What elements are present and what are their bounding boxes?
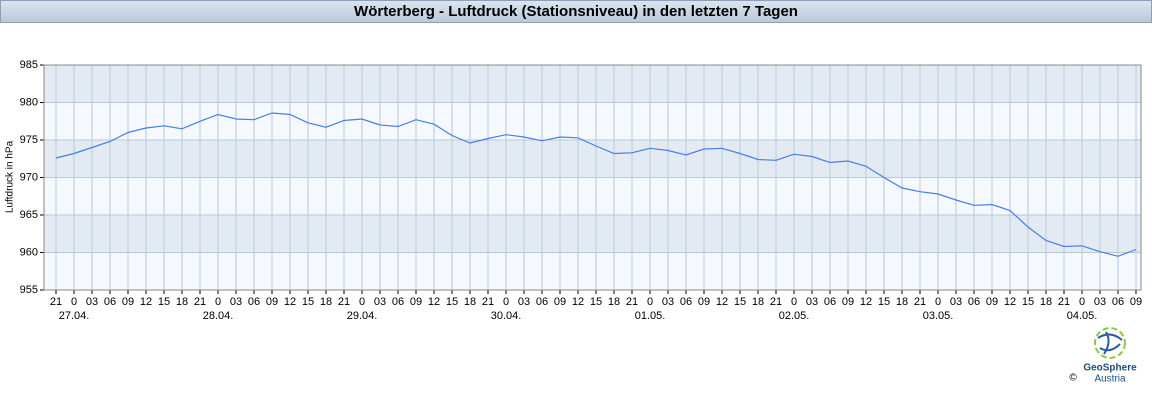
date-label: 02.05. <box>779 310 810 322</box>
x-tick-label: 15 <box>1022 296 1034 308</box>
logo-sub: Austria <box>1094 374 1126 385</box>
grid-band <box>44 102 1141 140</box>
x-tick-label: 12 <box>716 296 728 308</box>
y-axis-label: Luftdruck in hPa <box>5 140 16 213</box>
x-tick-label: 06 <box>968 296 980 308</box>
x-tick-label: 0 <box>359 296 365 308</box>
x-tick-label: 0 <box>503 296 509 308</box>
x-tick-label: 15 <box>734 296 746 308</box>
x-tick-label: 0 <box>791 296 797 308</box>
x-tick-label: 18 <box>464 296 476 308</box>
x-tick-label: 03 <box>518 296 530 308</box>
x-tick-label: 03 <box>1094 296 1106 308</box>
plot-frame <box>43 64 1142 291</box>
grid-band <box>44 215 1141 253</box>
x-tick-label: 09 <box>698 296 710 308</box>
x-tick-label: 09 <box>266 296 278 308</box>
date-label: 28.04. <box>203 310 234 322</box>
x-tick-label: 12 <box>428 296 440 308</box>
date-label: 30.04. <box>491 310 522 322</box>
x-tick-label: 12 <box>1004 296 1016 308</box>
x-tick-label: 21 <box>194 296 206 308</box>
x-tick-label: 18 <box>896 296 908 308</box>
logo-icon <box>1094 327 1126 359</box>
y-tick-label: 965 <box>20 209 38 221</box>
grid-band <box>44 65 1141 103</box>
copyright: © <box>1069 373 1077 384</box>
y-tick-label: 955 <box>20 284 38 296</box>
logo-icon <box>1097 331 1123 355</box>
y-tick-label: 960 <box>20 246 38 258</box>
x-tick-label: 18 <box>752 296 764 308</box>
x-tick-label: 18 <box>176 296 188 308</box>
x-tick-label: 12 <box>860 296 872 308</box>
x-tick-label: 03 <box>950 296 962 308</box>
x-tick-label: 21 <box>914 296 926 308</box>
x-tick-label: 06 <box>104 296 116 308</box>
x-tick-label: 03 <box>230 296 242 308</box>
x-tick-label: 0 <box>71 296 77 308</box>
date-label: 03.05. <box>923 310 954 322</box>
y-tick-label: 970 <box>20 171 38 183</box>
x-tick-label: 06 <box>248 296 260 308</box>
x-tick-label: 06 <box>824 296 836 308</box>
x-tick-label: 18 <box>320 296 332 308</box>
x-tick-label: 12 <box>284 296 296 308</box>
chart-title: Wörterberg - Luftdruck (Stationsniveau) … <box>354 3 798 20</box>
x-tick-label: 21 <box>338 296 350 308</box>
x-tick-label: 09 <box>842 296 854 308</box>
x-tick-label: 15 <box>878 296 890 308</box>
x-tick-label: 09 <box>986 296 998 308</box>
x-tick-label: 15 <box>158 296 170 308</box>
line <box>55 112 1137 257</box>
x-tick-label: 06 <box>392 296 404 308</box>
x-tick-label: 21 <box>50 296 62 308</box>
x-tick-label: 18 <box>1040 296 1052 308</box>
x-tick-label: 0 <box>935 296 941 308</box>
date-label: 29.04. <box>347 310 378 322</box>
x-tick-label: 15 <box>590 296 602 308</box>
y-tick-label: 980 <box>20 96 38 108</box>
logo-name: GeoSphere <box>1083 363 1137 374</box>
x-tick-label: 21 <box>626 296 638 308</box>
x-tick-label: 0 <box>647 296 653 308</box>
x-tick-label: 06 <box>1112 296 1124 308</box>
x-tick-label: 15 <box>302 296 314 308</box>
grid-band <box>44 252 1141 290</box>
x-tick-label: 09 <box>410 296 422 308</box>
x-tick-label: 12 <box>572 296 584 308</box>
x-tick-label: 03 <box>662 296 674 308</box>
date-label: 01.05. <box>635 310 666 322</box>
grid-band <box>44 140 1141 178</box>
date-label: 27.04. <box>59 310 90 322</box>
x-tick-label: 03 <box>86 296 98 308</box>
x-tick-label: 21 <box>770 296 782 308</box>
x-tick-label: 09 <box>554 296 566 308</box>
date-label: 04.05. <box>1067 310 1098 322</box>
grid-band <box>44 177 1141 215</box>
plot-area: 955 960 965 970 975 980 985 21 0 27.04. 03 06 09 12 15… <box>20 59 1142 322</box>
x-tick-label: 0 <box>1079 296 1085 308</box>
x-tick-label: 09 <box>122 296 134 308</box>
logo: GeoSphere © Austria <box>1069 327 1137 385</box>
x-tick-label: 0 <box>215 296 221 308</box>
x-tick-label: 12 <box>140 296 152 308</box>
x-tick-label: 06 <box>680 296 692 308</box>
x-tick-label: 06 <box>536 296 548 308</box>
x-tick-label: 18 <box>608 296 620 308</box>
x-tick-label: 09 <box>1130 296 1142 308</box>
x-tick-label: 21 <box>482 296 494 308</box>
x-tick-label: 03 <box>806 296 818 308</box>
x-tick-label: 03 <box>374 296 386 308</box>
y-tick-label: 975 <box>20 134 38 146</box>
x-tick-label: 21 <box>1058 296 1070 308</box>
y-tick-label: 985 <box>20 59 38 71</box>
x-tick-label: 15 <box>446 296 458 308</box>
